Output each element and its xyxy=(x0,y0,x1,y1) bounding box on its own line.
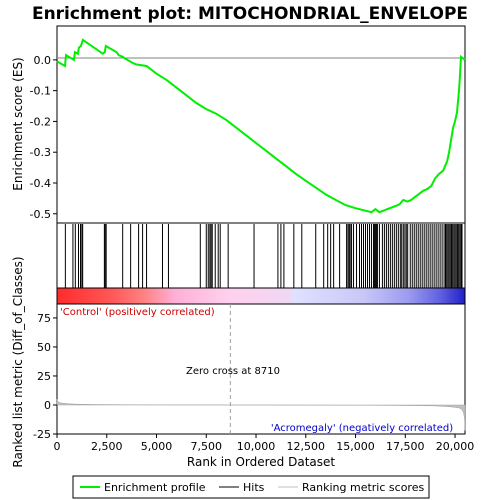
es-ytick-label: -0.4 xyxy=(30,177,51,190)
legend-hits-label: Hits xyxy=(243,481,265,494)
enrichment-profile-line xyxy=(57,40,465,212)
legend-enrichment-label: Enrichment profile xyxy=(104,481,206,494)
x-axis-label: Rank in Ordered Dataset xyxy=(187,455,335,469)
rank-color-bar xyxy=(57,288,465,304)
xtick-label: 15,000 xyxy=(336,440,375,453)
ranking-ytick-label: 25 xyxy=(37,370,51,383)
es-ytick-label: -0.1 xyxy=(30,85,51,98)
ranking-ytick-label: -25 xyxy=(33,428,51,441)
ranking-ytick-label: 0 xyxy=(44,399,51,412)
ranking-ylabel: Ranked list metric (Diff_of_Classes) xyxy=(11,256,25,467)
xtick-label: 10,000 xyxy=(237,440,276,453)
es-ytick-label: -0.2 xyxy=(30,115,51,128)
rank-color-bar-fill xyxy=(57,288,465,304)
legend-ranking-label: Ranking metric scores xyxy=(302,481,424,494)
es-ytick-label: 0.0 xyxy=(34,54,52,67)
es-ylabel: Enrichment score (ES) xyxy=(11,57,25,190)
xtick-label: 0 xyxy=(54,440,61,453)
xtick-label: 17,500 xyxy=(386,440,425,453)
xtick-label: 12,500 xyxy=(287,440,326,453)
xtick-label: 2,500 xyxy=(91,440,123,453)
es-ytick-label: -0.3 xyxy=(30,146,51,159)
xtick-label: 5,000 xyxy=(141,440,173,453)
xtick-label: 7,500 xyxy=(191,440,223,453)
positive-class-label: 'Control' (positively correlated) xyxy=(60,307,215,318)
es-panel: 0.0 -0.1 -0.2 -0.3 -0.4 -0.5 Enrichment score… xyxy=(11,26,465,223)
zero-cross-label: Zero cross at 8710 xyxy=(186,366,280,377)
ranking-ytick-label: 50 xyxy=(37,341,51,354)
xtick-label: 20,000 xyxy=(436,440,475,453)
ranking-ytick-label: 75 xyxy=(37,312,51,325)
legend: Enrichment profile Hits Ranking metric s… xyxy=(73,476,429,498)
hits-panel xyxy=(57,223,465,288)
es-ytick-label: -0.5 xyxy=(30,208,51,221)
negative-class-label: 'Acromegaly' (negatively correlated) xyxy=(271,423,453,434)
chart-title: Enrichment plot: MITOCHONDRIAL_ENVELOPE xyxy=(32,4,468,24)
